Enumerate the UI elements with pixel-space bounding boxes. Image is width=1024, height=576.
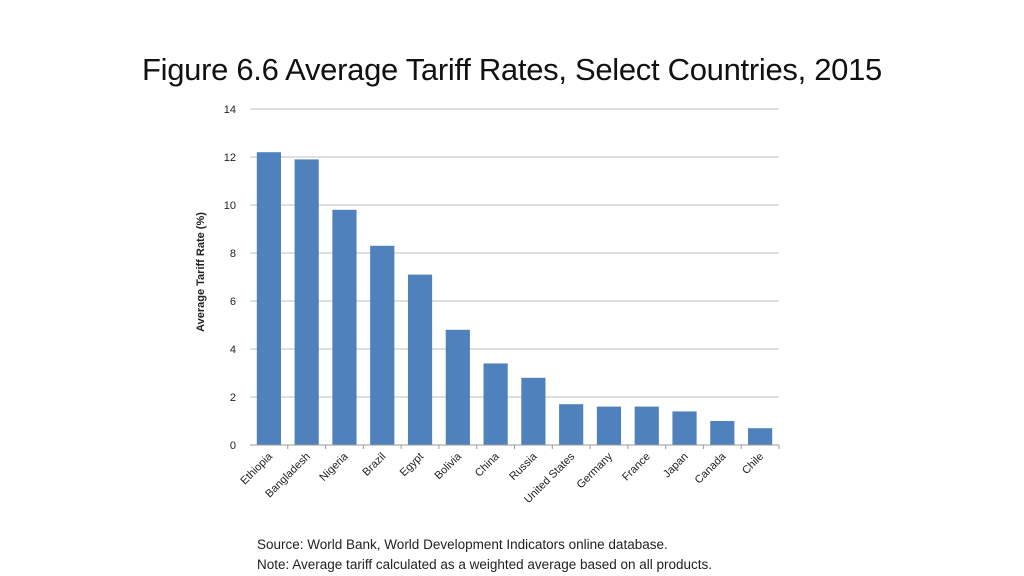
bar: [748, 428, 773, 445]
x-tick-label: Russia: [507, 450, 540, 483]
notes: Source: World Bank, World Development In…: [257, 535, 712, 575]
bar: [332, 209, 357, 445]
y-tick-label: 0: [230, 440, 236, 452]
y-tick-label: 12: [224, 152, 236, 164]
y-tick-label: 6: [230, 296, 236, 308]
bars: [256, 152, 773, 445]
x-tick-label: Canada: [693, 450, 729, 486]
bar: [256, 152, 281, 445]
gridlines: [250, 108, 779, 398]
x-tick-label: Chile: [740, 451, 766, 477]
bar: [672, 411, 697, 445]
bar: [634, 406, 659, 445]
x-tick-label: China: [473, 450, 502, 479]
slide-title: Figure 6.6 Average Tariff Rates, Select …: [141, 52, 882, 87]
bar: [521, 377, 546, 445]
y-tick-label: 4: [230, 344, 236, 356]
y-tick-labels: 0 2 4 6 8 10 12 14: [224, 104, 236, 452]
x-tick-label: Egypt: [398, 451, 426, 479]
x-tick-label: Ethiopia: [238, 450, 275, 487]
bar: [710, 421, 735, 445]
y-axis-label: Average Tariff Rate (%): [195, 212, 207, 332]
x-tick-label: Brazil: [360, 451, 388, 479]
y-tick-label: 14: [224, 104, 236, 116]
y-tick-label: 2: [230, 392, 236, 404]
bar: [445, 329, 470, 445]
method-note: Note: Average tariff calculated as a wei…: [257, 557, 713, 572]
x-tick-label: France: [620, 451, 653, 484]
x-tick-label: Germany: [575, 450, 616, 491]
bar: [407, 274, 433, 445]
y-tick-label: 10: [224, 200, 236, 212]
x-tick-label: Bolivia: [433, 450, 465, 482]
bar: [294, 159, 319, 445]
bar: [596, 406, 622, 445]
bar: [370, 245, 395, 445]
bar: [559, 404, 584, 445]
bar: [483, 363, 508, 445]
x-tick-label: Japan: [661, 451, 691, 481]
x-tick-label: Nigeria: [317, 450, 351, 484]
y-tick-label: 8: [230, 248, 236, 260]
source-note: Source: World Bank, World Development In…: [257, 537, 668, 552]
